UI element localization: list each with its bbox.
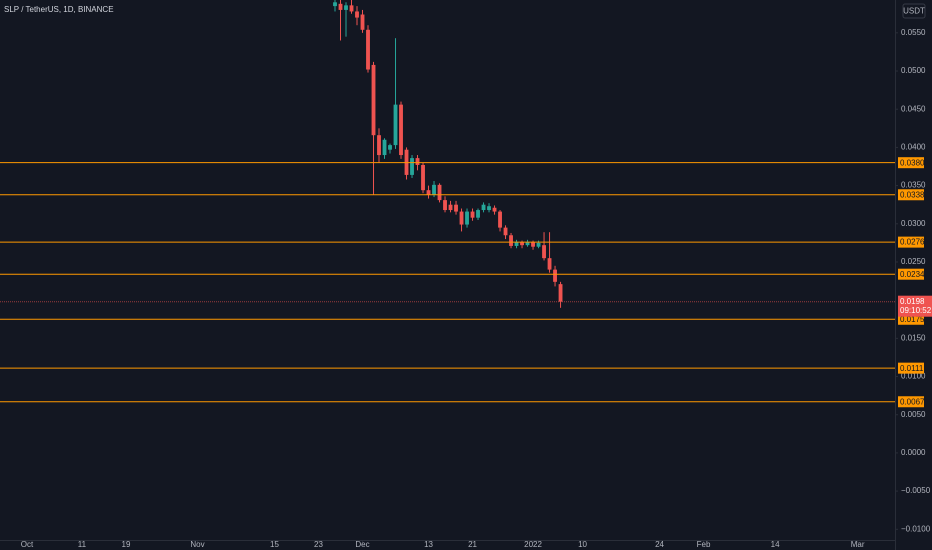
candle-body <box>349 5 354 12</box>
y-tick-label: 0.0300 <box>901 219 926 228</box>
candle-body <box>536 242 541 247</box>
level-label: 0.0338 <box>900 190 925 199</box>
chart-title: SLP / TetherUS, 1D, BINANCE <box>4 5 114 14</box>
x-tick-label: 10 <box>578 540 587 549</box>
candle-body <box>503 227 508 236</box>
candle-body <box>388 145 392 150</box>
level-label-box <box>898 157 924 169</box>
x-tick-label: 24 <box>655 540 664 549</box>
level-label-box <box>898 362 924 374</box>
candle-body <box>542 245 546 259</box>
candle-body <box>553 269 557 282</box>
level-label: 0.0234 <box>900 270 925 279</box>
y-tick-label: 0.0050 <box>901 410 926 419</box>
x-tick-label: 19 <box>122 540 131 549</box>
unit-box[interactable] <box>902 3 926 19</box>
candle-body <box>481 204 486 211</box>
y-tick-label: 0.0250 <box>901 257 926 266</box>
level-label: 0.0111 <box>900 364 924 373</box>
x-tick-label: 2022 <box>524 540 542 549</box>
unit-label: USDT <box>903 7 925 16</box>
candle-body <box>426 190 431 195</box>
countdown-label: 09:10:52 <box>900 306 932 315</box>
x-tick-label: 13 <box>424 540 433 549</box>
candle-body <box>459 211 464 225</box>
candle-body <box>509 235 513 246</box>
candle-body <box>382 139 387 156</box>
level-label-box <box>898 189 924 201</box>
y-tick-label: 0.0500 <box>901 66 926 75</box>
candle-body <box>476 210 480 218</box>
candle-body <box>547 258 552 270</box>
y-tick-label: 0.0000 <box>901 448 926 457</box>
y-tick-label: 0.0100 <box>901 372 926 381</box>
candle-body <box>525 242 530 246</box>
candle-body <box>514 242 519 246</box>
candle-body <box>415 158 420 165</box>
candle-body <box>399 104 403 156</box>
candle-body <box>333 2 337 7</box>
candle-body <box>432 184 436 195</box>
x-tick-label: Nov <box>190 540 204 549</box>
level-label: 0.0380 <box>900 158 925 167</box>
candle-body <box>338 3 343 10</box>
level-label: 0.0067 <box>900 397 925 406</box>
y-tick-label: 0.0350 <box>901 181 926 190</box>
candle-body <box>344 5 348 10</box>
candle-body <box>520 242 524 246</box>
level-label: 0.0175 <box>900 315 925 324</box>
last-price-box <box>898 295 932 317</box>
y-tick-label: −0.0100 <box>901 524 931 533</box>
x-tick-label: Oct <box>21 540 34 549</box>
x-tick-label: Dec <box>355 540 369 549</box>
candle-body <box>443 200 447 211</box>
candle-body <box>454 204 458 212</box>
x-tick-label: 15 <box>270 540 279 549</box>
candle-body <box>410 158 414 175</box>
y-tick-label: −0.0050 <box>901 486 931 495</box>
candle-body <box>355 11 359 18</box>
level-label: 0.0276 <box>900 238 925 247</box>
candle-body <box>498 211 502 228</box>
candle-body <box>360 14 365 30</box>
candle-body <box>437 184 442 201</box>
candle-body <box>377 135 381 156</box>
candle-body <box>393 104 398 146</box>
candle-body <box>531 242 535 247</box>
candle-body <box>366 29 370 70</box>
x-tick-label: Mar <box>851 540 865 549</box>
y-tick-label: 0.0550 <box>901 28 926 37</box>
last-price-label: 0.0198 <box>900 297 925 306</box>
plot-area <box>333 0 563 308</box>
level-label-box <box>898 268 924 280</box>
level-label-box <box>898 313 924 325</box>
candle-body <box>371 64 376 136</box>
y-tick-label: 0.0150 <box>901 333 926 342</box>
candle-body <box>470 211 475 218</box>
x-tick-label: Feb <box>697 540 711 549</box>
x-tick-label: 21 <box>468 540 477 549</box>
x-tick-label: 14 <box>771 540 780 549</box>
candle-body <box>492 207 497 212</box>
candle-body <box>465 211 469 225</box>
x-tick-label: 11 <box>78 540 87 549</box>
level-label-box <box>898 396 924 408</box>
y-tick-label: 0.0450 <box>901 104 926 113</box>
x-tick-label: 23 <box>314 540 323 549</box>
candle-body <box>487 206 491 211</box>
candle-body <box>448 204 453 211</box>
y-tick-label: 0.0400 <box>901 143 926 152</box>
level-label-box <box>898 236 924 248</box>
candle-body <box>421 164 425 191</box>
candle-body <box>558 284 563 302</box>
